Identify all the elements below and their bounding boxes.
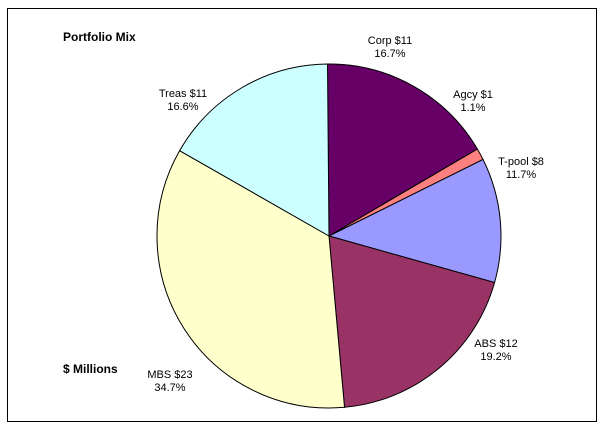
pie-slice-mbs: [156, 149, 346, 409]
slice-label-agcy: Agcy $1 1.1%: [453, 89, 493, 114]
pie-slice-abs: [328, 235, 496, 408]
slice-label-abs: ABS $12 19.2%: [474, 338, 517, 363]
pie-labels: Corp $11 16.7% Agcy $1 1.1% T-pool $8 11.7% AB…: [147, 35, 544, 394]
chart-title: Portfolio Mix: [63, 30, 136, 44]
chart-subtitle: $ Millions: [63, 362, 118, 376]
slice-label-corp: Corp $11 16.7%: [368, 35, 412, 60]
slice-label-mbs: MBS $23 34.7%: [147, 369, 192, 394]
slice-label-treas: Treas $11 16.6%: [159, 88, 207, 113]
pie-slice-corp: [326, 63, 479, 237]
slice-label-t-pool: T-pool $8 11.7%: [498, 156, 544, 181]
pie-slice-t-pool: [327, 158, 502, 284]
pie-slices: [156, 63, 502, 409]
pie-slice-treas: [178, 63, 330, 237]
